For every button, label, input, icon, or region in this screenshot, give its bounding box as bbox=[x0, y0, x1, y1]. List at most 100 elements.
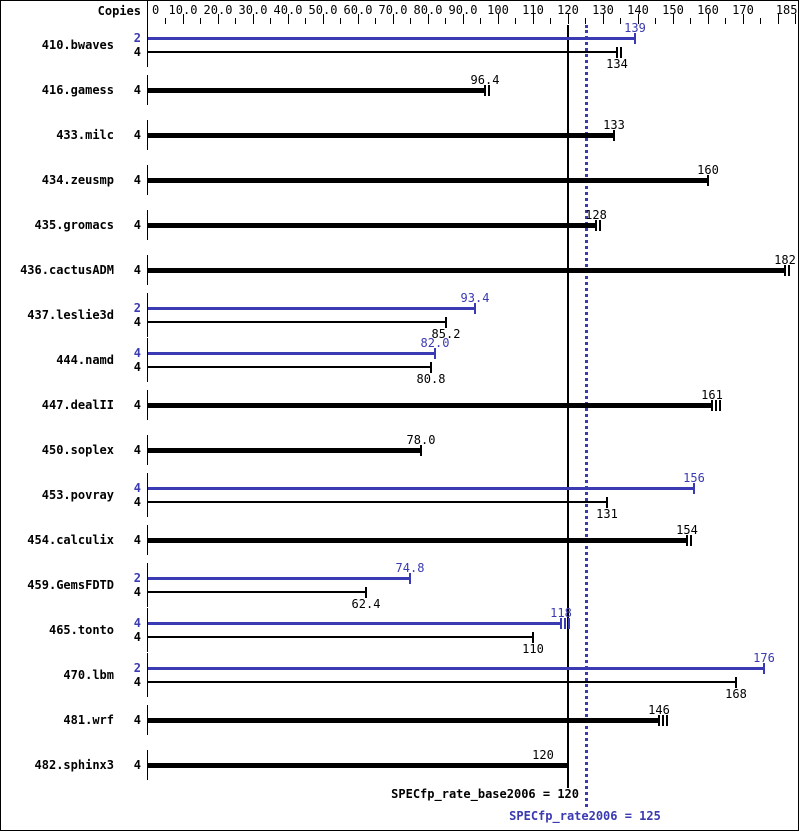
copies-column-header: Copies bbox=[97, 4, 141, 18]
axis-minor-tick bbox=[235, 18, 236, 24]
bar-end-tick bbox=[606, 497, 608, 508]
benchmark-label: 447.dealII bbox=[41, 398, 114, 412]
peak-bar bbox=[148, 487, 694, 490]
base-bar bbox=[148, 133, 614, 138]
axis-tick-label: 50.0 bbox=[308, 3, 338, 17]
axis-tick-label: 150 bbox=[662, 3, 684, 17]
copies-value: 4 bbox=[133, 585, 141, 599]
copies-value: 4 bbox=[133, 218, 141, 232]
axis-tick-label: 10.0 bbox=[168, 3, 198, 17]
benchmark-label: 436.cactusADM bbox=[20, 263, 114, 277]
axis-major-tick bbox=[532, 14, 534, 24]
benchmark-label: 465.tonto bbox=[48, 623, 114, 637]
bar-value-label: 93.4 bbox=[460, 291, 490, 305]
axis-tick-label: 80.0 bbox=[413, 3, 443, 17]
copies-value: 2 bbox=[133, 571, 141, 585]
axis-major-tick bbox=[357, 14, 359, 24]
bar-value-label: 168 bbox=[725, 687, 747, 701]
axis-minor-tick bbox=[550, 18, 551, 24]
benchmark-axis-stub bbox=[147, 338, 148, 382]
base-bar bbox=[148, 538, 687, 543]
axis-major-tick bbox=[707, 14, 709, 24]
copies-value: 4 bbox=[133, 533, 141, 547]
bar-end-tick bbox=[599, 220, 601, 231]
bar-end-tick bbox=[634, 33, 636, 44]
bar-end-tick bbox=[693, 483, 695, 494]
copies-value: 4 bbox=[133, 443, 141, 457]
benchmark-axis-stub bbox=[147, 23, 148, 67]
peak-result-label: SPECfp_rate2006 = 125 bbox=[509, 809, 661, 823]
benchmark-label: 435.gromacs bbox=[34, 218, 114, 232]
base-bar bbox=[148, 403, 712, 408]
axis-major-tick bbox=[462, 14, 464, 24]
benchmark-axis-stub bbox=[147, 435, 148, 465]
axis-tick-label: 110 bbox=[522, 3, 544, 17]
benchmark-axis-stub bbox=[147, 293, 148, 337]
bar-end-tick bbox=[560, 618, 562, 629]
axis-major-tick bbox=[672, 14, 674, 24]
bar-value-label: 182 bbox=[774, 253, 796, 267]
copies-value: 4 bbox=[133, 495, 141, 509]
bar-value-label: 80.8 bbox=[416, 372, 446, 386]
bar-end-tick bbox=[474, 303, 476, 314]
axis-tick-label: 170 bbox=[732, 3, 754, 17]
axis-minor-tick bbox=[375, 18, 376, 24]
axis-minor-tick bbox=[200, 18, 201, 24]
bar-value-label: 154 bbox=[676, 523, 698, 537]
axis-minor-tick bbox=[760, 18, 761, 24]
axis-minor-tick bbox=[410, 18, 411, 24]
copies-value: 4 bbox=[133, 616, 141, 630]
axis-tick-label: 160 bbox=[697, 3, 719, 17]
benchmark-label: 470.lbm bbox=[63, 668, 114, 682]
benchmark-label: 453.povray bbox=[41, 488, 114, 502]
axis-minor-tick bbox=[445, 18, 446, 24]
copies-value: 4 bbox=[133, 360, 141, 374]
bar-value-label: 146 bbox=[648, 703, 670, 717]
base-bar bbox=[148, 763, 568, 768]
bar-end-tick bbox=[715, 400, 717, 411]
axis-major-tick bbox=[287, 14, 289, 24]
benchmark-label: 450.soplex bbox=[41, 443, 114, 457]
axis-tick-label: 185 bbox=[775, 3, 798, 17]
base-result-label: SPECfp_rate_base2006 = 120 bbox=[391, 787, 579, 801]
bar-value-label: 85.2 bbox=[431, 327, 461, 341]
bar-value-label: 160 bbox=[697, 163, 719, 177]
bar-end-tick bbox=[616, 47, 618, 58]
axis-minor-tick bbox=[340, 18, 341, 24]
copies-value: 4 bbox=[133, 675, 141, 689]
benchmark-label: 434.zeusmp bbox=[41, 173, 114, 187]
copies-value: 4 bbox=[133, 481, 141, 495]
bar-end-tick bbox=[567, 760, 569, 771]
axis-minor-tick bbox=[725, 18, 726, 24]
axis-major-tick bbox=[602, 14, 604, 24]
bar-end-tick bbox=[686, 535, 688, 546]
base-bar bbox=[148, 366, 431, 368]
axis-tick-label: 130 bbox=[592, 3, 614, 17]
bar-end-tick bbox=[788, 265, 790, 276]
bar-end-tick bbox=[735, 677, 737, 688]
benchmark-label: 481.wrf bbox=[63, 713, 114, 727]
axis-tick-label: 0 bbox=[152, 3, 160, 17]
peak-bar bbox=[148, 667, 764, 670]
bar-value-label: 78.0 bbox=[406, 433, 436, 447]
base-bar bbox=[148, 718, 659, 723]
benchmark-axis-stub bbox=[147, 165, 148, 195]
base-bar bbox=[148, 321, 446, 323]
copies-value: 4 bbox=[133, 630, 141, 644]
base-bar bbox=[148, 501, 607, 503]
copies-value: 4 bbox=[133, 398, 141, 412]
bar-value-label: 82.0 bbox=[420, 336, 450, 350]
copies-value: 2 bbox=[133, 31, 141, 45]
bar-end-tick bbox=[434, 348, 436, 359]
axis-tick-label: 60.0 bbox=[343, 3, 373, 17]
benchmark-axis-stub bbox=[147, 525, 148, 555]
benchmark-label: 416.gamess bbox=[41, 83, 114, 97]
peak-bar bbox=[148, 352, 435, 355]
bar-end-tick bbox=[568, 618, 570, 629]
base-bar bbox=[148, 591, 366, 593]
axis-tick-label: 20.0 bbox=[203, 3, 233, 17]
axis-major-tick bbox=[567, 14, 569, 24]
axis-tick-label: 30.0 bbox=[238, 3, 268, 17]
copies-value: 4 bbox=[133, 713, 141, 727]
axis-major-tick bbox=[777, 14, 779, 24]
